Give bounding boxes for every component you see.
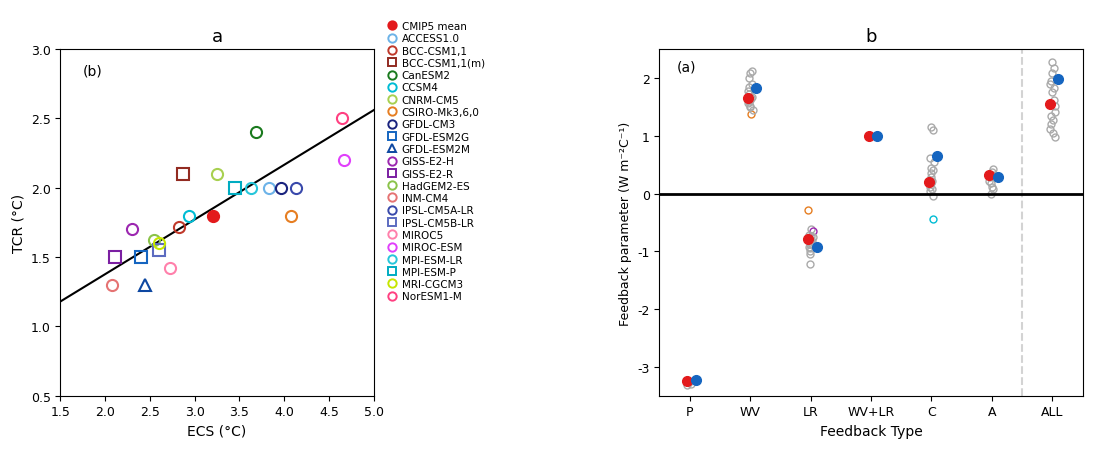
Y-axis label: TCR (°C): TCR (°C)	[11, 193, 25, 253]
Title: a: a	[211, 28, 223, 46]
Legend: CMIP5 mean, ACCESS1.0, BCC-CSM1,1, BCC-CSM1,1(m), CanESM2, CCSM4, CNRM-CM5, CSIR: CMIP5 mean, ACCESS1.0, BCC-CSM1,1, BCC-C…	[384, 19, 488, 305]
Text: (b): (b)	[82, 64, 102, 78]
Y-axis label: Feedback parameter (W m⁻²C⁻¹): Feedback parameter (W m⁻²C⁻¹)	[619, 121, 632, 325]
Title: b: b	[865, 28, 877, 46]
X-axis label: ECS (°C): ECS (°C)	[188, 424, 246, 438]
X-axis label: Feedback Type: Feedback Type	[820, 424, 922, 438]
Text: (a): (a)	[676, 61, 696, 75]
